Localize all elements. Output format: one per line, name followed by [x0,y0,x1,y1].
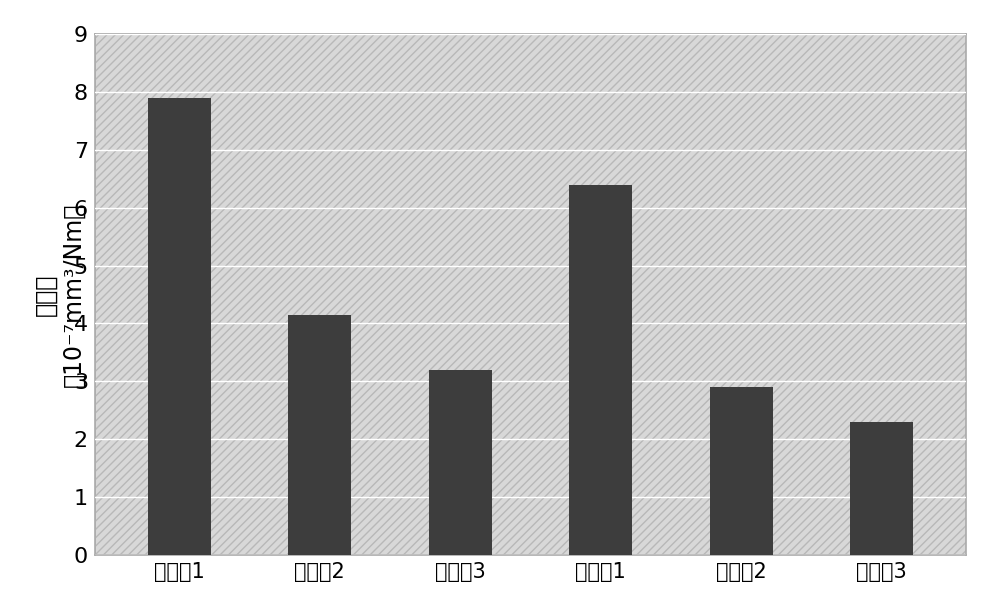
Y-axis label: 磨损率
（10⁻⁷mm³/Nm）: 磨损率 （10⁻⁷mm³/Nm） [34,202,86,387]
Bar [569,185,632,555]
Bar [288,315,351,555]
Bar [850,422,913,555]
Bar [148,98,211,555]
Bar [429,370,492,555]
Bar [710,387,773,555]
Bar [95,34,966,555]
